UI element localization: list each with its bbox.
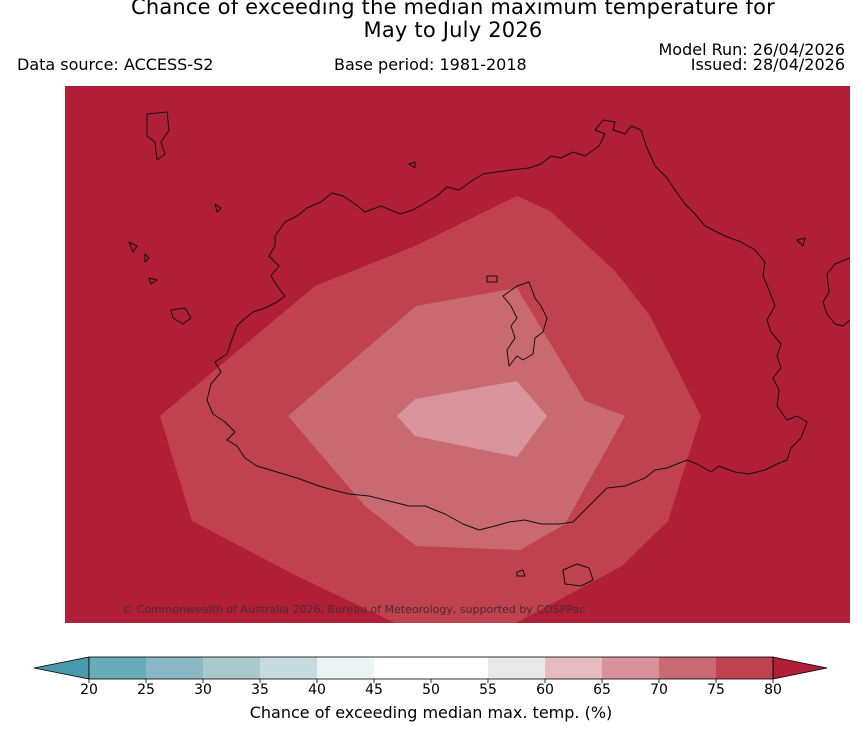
colorbar-bin [431, 657, 488, 679]
colorbar [33, 656, 828, 683]
base-period: Base period: 1981-2018 [334, 55, 527, 74]
colorbar-tick-label: 20 [80, 682, 98, 698]
colorbar-bin [89, 657, 146, 679]
islet-coastline-g [214, 203, 222, 213]
islet-coastline-i [516, 569, 526, 577]
colorbar-tick-label: 55 [479, 682, 497, 698]
islet-coastline-a [486, 275, 498, 283]
colorbar-tick-label: 60 [536, 682, 554, 698]
colorbar-bin [602, 657, 659, 679]
colorbar-bin [716, 657, 773, 679]
model-run: Model Run: 26/04/2026 [658, 40, 846, 59]
islet-coastline-h [796, 237, 806, 247]
islet-coastline-c [128, 241, 138, 253]
islet-coastline-k [408, 161, 416, 169]
colorbar-tick-label: 75 [707, 682, 725, 698]
colorbar-tick-label: 45 [365, 682, 383, 698]
colorbar-tick-label: 40 [308, 682, 326, 698]
colorbar-tick-label: 65 [593, 682, 611, 698]
islet-coastline-e [148, 277, 158, 285]
colorbar-tick-label: 80 [764, 682, 782, 698]
colorbar-tick-label: 25 [137, 682, 155, 698]
colorbar-tick-label: 70 [650, 682, 668, 698]
colorbar-bin [317, 657, 374, 679]
islet-coastline-f [170, 307, 192, 325]
colorbar-tick-label: 35 [251, 682, 269, 698]
colorbar-upper-extend [772, 656, 828, 680]
colorbar-title: Chance of exceeding median max. temp. (%… [249, 703, 613, 722]
east-coast-island-coastline [502, 281, 548, 367]
issued-date: Issued: 28/04/2026 [690, 55, 845, 74]
map-panel: © Commonwealth of Australia 2026, Bureau… [65, 86, 850, 623]
map-title: Chance of exceeding the median maximum t… [130, 0, 776, 42]
colorbar-bin [146, 657, 203, 679]
colorbar-bin [545, 657, 602, 679]
colorbar-lower-extend [33, 656, 90, 680]
probability-map [65, 86, 850, 623]
colorbar-bin [260, 657, 317, 679]
colorbar-tick-label: 50 [422, 682, 440, 698]
colorbar-bin [488, 657, 545, 679]
east-island-coastline [822, 257, 850, 327]
colorbar-bin [659, 657, 716, 679]
data-source: Data source: ACCESS-S2 [17, 55, 214, 74]
islet-coastline-j [562, 563, 594, 587]
islet-coastline-d [144, 253, 150, 263]
contour-band-65-70 [397, 381, 547, 457]
main-island-coastline [206, 119, 808, 531]
islet-coastline-b [146, 111, 170, 161]
copyright-notice: © Commonwealth of Australia 2026, Bureau… [122, 603, 586, 616]
colorbar-bin [374, 657, 431, 679]
colorbar-bin [203, 657, 260, 679]
colorbar-tick-label: 30 [194, 682, 212, 698]
coastlines [128, 111, 850, 587]
